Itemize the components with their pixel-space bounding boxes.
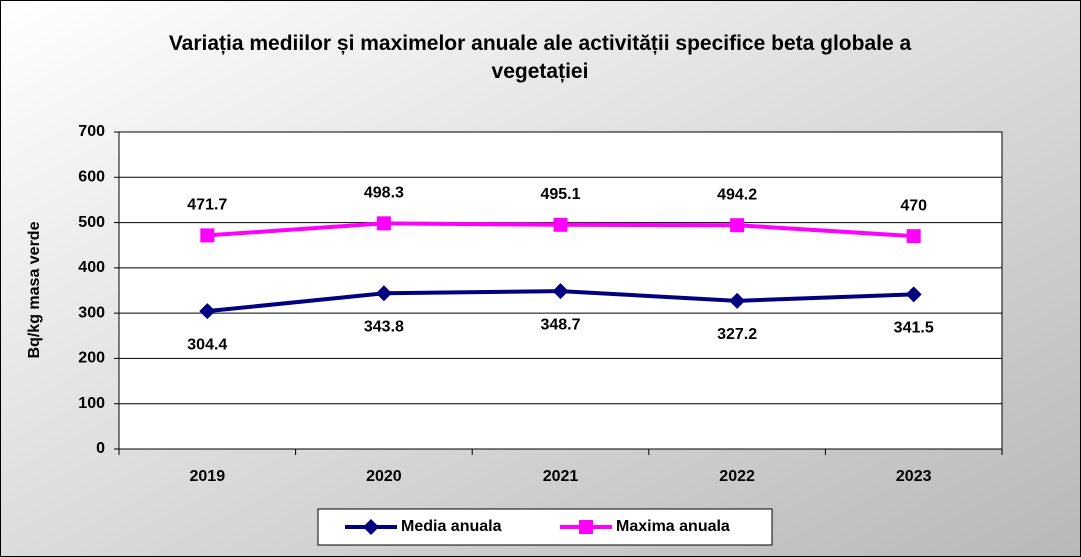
legend-label: Media anuala bbox=[401, 518, 502, 535]
point bbox=[199, 303, 216, 320]
y-tick-label: 100 bbox=[78, 395, 105, 412]
point bbox=[363, 519, 379, 535]
data-label: 471.7 bbox=[187, 197, 227, 214]
data-label: 304.4 bbox=[187, 336, 227, 353]
data-label: 343.8 bbox=[364, 319, 404, 336]
data-label: 495.1 bbox=[540, 186, 580, 203]
data-label: 341.5 bbox=[894, 320, 934, 337]
data-label: 494.2 bbox=[717, 186, 757, 203]
point bbox=[375, 285, 392, 302]
point bbox=[552, 283, 569, 300]
x-tick-label: 2020 bbox=[366, 468, 402, 485]
y-tick-label: 200 bbox=[78, 350, 105, 367]
data-label: 498.3 bbox=[364, 185, 404, 202]
y-tick-label: 0 bbox=[96, 440, 105, 457]
point bbox=[729, 292, 746, 309]
x-tick-label: 2022 bbox=[719, 468, 755, 485]
legend bbox=[317, 508, 773, 546]
point bbox=[200, 228, 215, 243]
point bbox=[553, 217, 568, 232]
y-axis-label: Bq/kg masa verde bbox=[26, 221, 43, 358]
data-label: 348.7 bbox=[540, 316, 580, 333]
x-tick-label: 2023 bbox=[896, 468, 932, 485]
data-label: 470 bbox=[900, 197, 927, 214]
x-tick-label: 2019 bbox=[190, 468, 226, 485]
x-tick-label: 2021 bbox=[543, 468, 579, 485]
point bbox=[579, 520, 593, 534]
y-tick-label: 500 bbox=[78, 214, 105, 231]
data-label: 327.2 bbox=[717, 326, 757, 343]
y-tick-label: 700 bbox=[78, 123, 105, 140]
y-tick-label: 400 bbox=[78, 259, 105, 276]
chart-title: Variația mediilor și maximelor anuale al… bbox=[168, 32, 912, 83]
legend-label: Maxima anuala bbox=[616, 518, 730, 535]
y-tick-label: 300 bbox=[78, 304, 105, 321]
point bbox=[905, 286, 922, 303]
point bbox=[906, 229, 921, 244]
point bbox=[730, 218, 745, 233]
point bbox=[376, 216, 391, 231]
y-tick-label: 600 bbox=[78, 169, 105, 186]
